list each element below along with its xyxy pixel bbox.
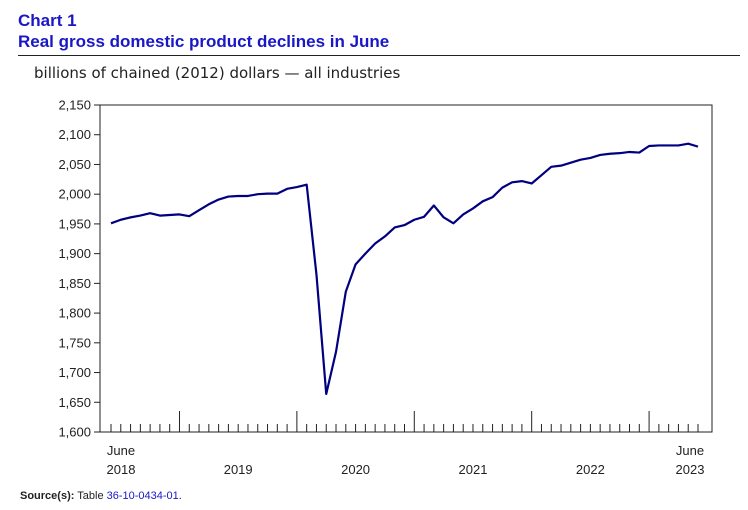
x-year-label-2020: 2020 xyxy=(341,462,370,477)
y-tick-label-2150: 2,150 xyxy=(58,98,91,113)
y-tick-label-1950: 1,950 xyxy=(58,216,91,231)
y-axis-unit-label: billions of chained (2012) dollars — all… xyxy=(34,64,401,82)
x-year-label-2018: 2018 xyxy=(107,462,136,477)
x-year-label-2019: 2019 xyxy=(224,462,253,477)
y-tick-label-2100: 2,100 xyxy=(58,127,91,142)
chart-title: Real gross domestic product declines in … xyxy=(18,32,390,51)
series-line-all-industries xyxy=(110,142,699,396)
x-year-label-2021: 2021 xyxy=(459,462,488,477)
line-chart: 1,600 1,650 1,700 1,750 1,800 1,850 1,900 1,950… xyxy=(58,98,713,477)
x-year-label-2023: 2023 xyxy=(676,462,705,477)
x-axis-labels: 2018 June 2019 2020 2021 2022 2023 June xyxy=(107,443,705,477)
y-tick-label-1600: 1,600 xyxy=(58,425,91,440)
source-label: Source(s): xyxy=(20,490,75,502)
y-tick-label-1850: 1,850 xyxy=(58,276,91,291)
y-tick-label-2000: 2,000 xyxy=(58,187,91,202)
x-month-label-5: June xyxy=(676,443,704,458)
x-year-label-2022: 2022 xyxy=(576,462,605,477)
y-tick-label-2050: 2,050 xyxy=(58,157,91,172)
source-prefix: Table xyxy=(77,490,104,502)
y-tick-label-1650: 1,650 xyxy=(58,395,91,410)
y-tick-label-1900: 1,900 xyxy=(58,246,91,261)
chart-number: Chart 1 xyxy=(18,11,77,30)
source-suffix: . xyxy=(178,490,182,502)
title-block: Chart 1 Real gross domestic product decl… xyxy=(18,10,740,56)
y-tick-label-1750: 1,750 xyxy=(58,335,91,350)
y-tick-label-1700: 1,700 xyxy=(58,365,91,380)
x-month-label-0: June xyxy=(107,443,135,458)
source-table-link[interactable]: 36-10-0434-01 xyxy=(106,490,179,502)
x-axis xyxy=(110,411,699,432)
y-tick-label-1800: 1,800 xyxy=(58,306,91,321)
y-axis: 1,600 1,650 1,700 1,750 1,800 1,850 1,900 1,950… xyxy=(58,98,100,440)
plot-frame xyxy=(99,104,713,433)
source-note: Source(s): Table 36-10-0434-01. xyxy=(20,490,182,502)
